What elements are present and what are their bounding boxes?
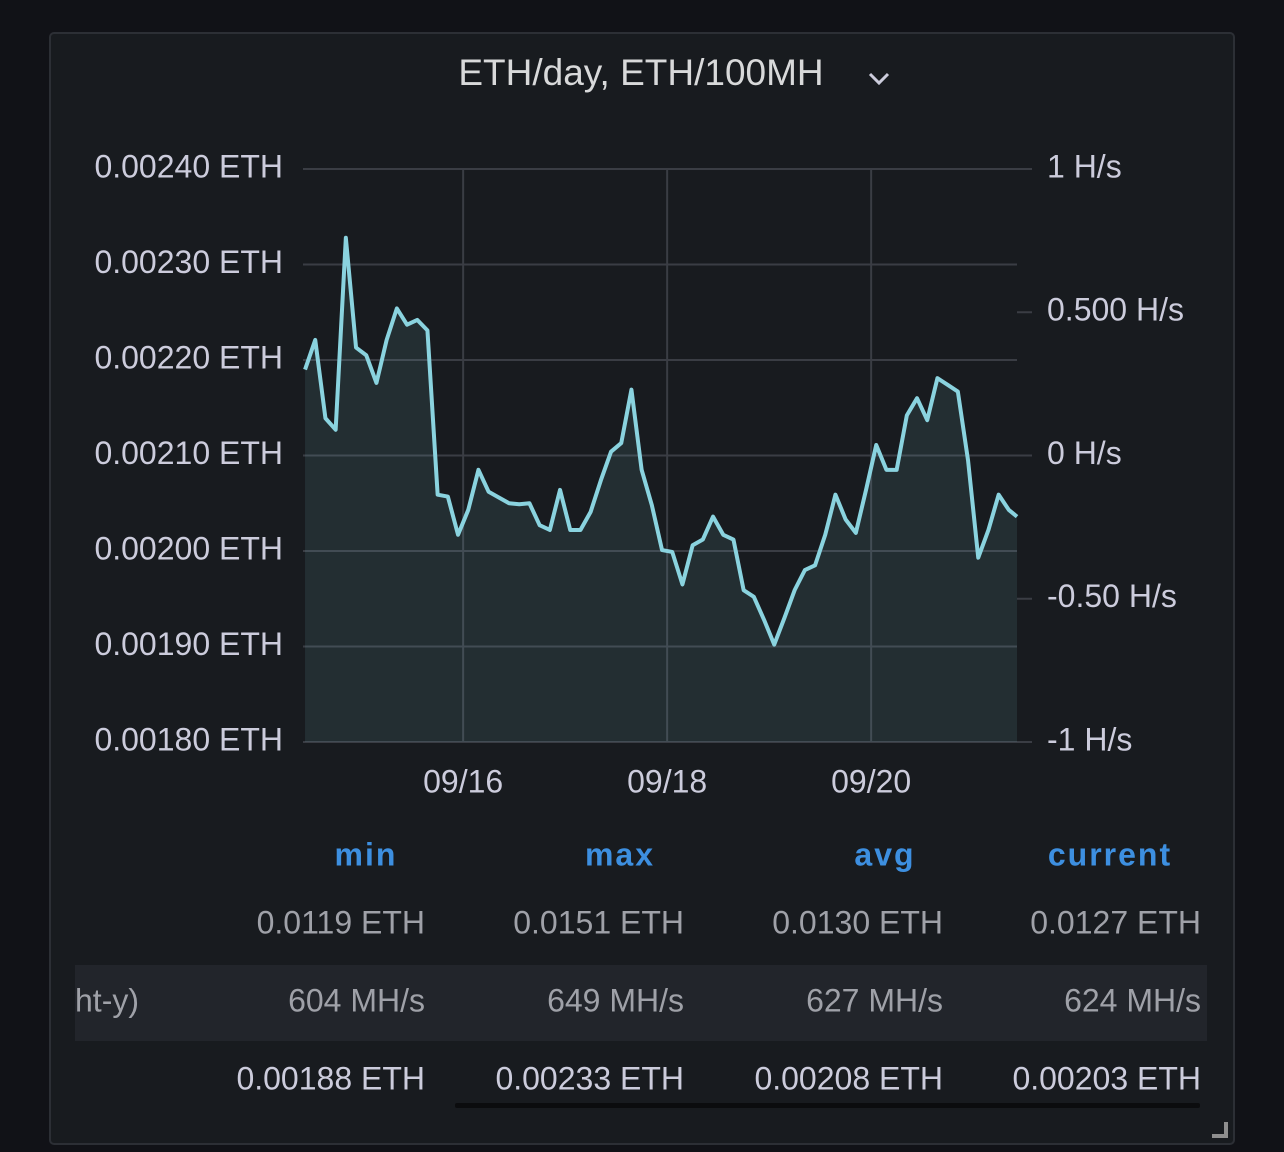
legend-series-name: ht-y): [75, 982, 139, 1018]
legend-value: 649 MH/s: [547, 982, 684, 1018]
legend-column-header: min: [335, 836, 398, 872]
legend-value: 0.00203 ETH: [1012, 1060, 1201, 1096]
x-tick-label: 09/16: [423, 763, 503, 799]
panel-title[interactable]: ETH/day, ETH/100MH: [458, 52, 823, 93]
y-tick-label: 0.00210 ETH: [94, 435, 283, 471]
series-area: [305, 237, 1017, 742]
legend-value: 624 MH/s: [1064, 982, 1201, 1018]
legend-column-header: avg: [854, 836, 915, 872]
x-tick-label: 09/20: [831, 763, 911, 799]
y2-tick-label: 0 H/s: [1047, 435, 1122, 471]
y2-tick-label: -1 H/s: [1047, 721, 1132, 757]
series-line: [303, 235, 1019, 647]
y-tick-label: 0.00180 ETH: [94, 721, 283, 757]
legend-value: 604 MH/s: [288, 982, 425, 1018]
title-menu-chevron[interactable]: [868, 72, 890, 86]
y-tick-label: 0.00220 ETH: [94, 339, 283, 375]
resize-handle[interactable]: [1212, 1122, 1228, 1138]
y2-tick-label: 0.500 H/s: [1047, 292, 1184, 328]
legend-value: 0.00233 ETH: [495, 1060, 684, 1096]
y2-tick-label: 1 H/s: [1047, 148, 1122, 184]
x-tick-label: 09/18: [627, 763, 707, 799]
legend-value: 0.0151 ETH: [513, 904, 684, 940]
legend-row-highlight: [75, 965, 1207, 1041]
y-tick-label: 0.00230 ETH: [94, 244, 283, 280]
legend-column-header: current: [1048, 836, 1172, 872]
y-tick-label: 0.00240 ETH: [94, 148, 283, 184]
legend-value: 0.00208 ETH: [754, 1060, 943, 1096]
y-tick-label: 0.00190 ETH: [94, 626, 283, 662]
y2-tick-label: -0.50 H/s: [1047, 578, 1177, 614]
panel: [49, 32, 1235, 1145]
y-tick-label: 0.00200 ETH: [94, 530, 283, 566]
legend-value: 0.0127 ETH: [1030, 904, 1201, 940]
scrollbar[interactable]: [455, 1103, 1200, 1108]
legend-value: 0.00188 ETH: [236, 1060, 425, 1096]
legend-column-header: max: [585, 836, 655, 872]
legend-value: 0.0130 ETH: [772, 904, 943, 940]
legend-value: 0.0119 ETH: [257, 904, 425, 940]
legend-value: 627 MH/s: [806, 982, 943, 1018]
